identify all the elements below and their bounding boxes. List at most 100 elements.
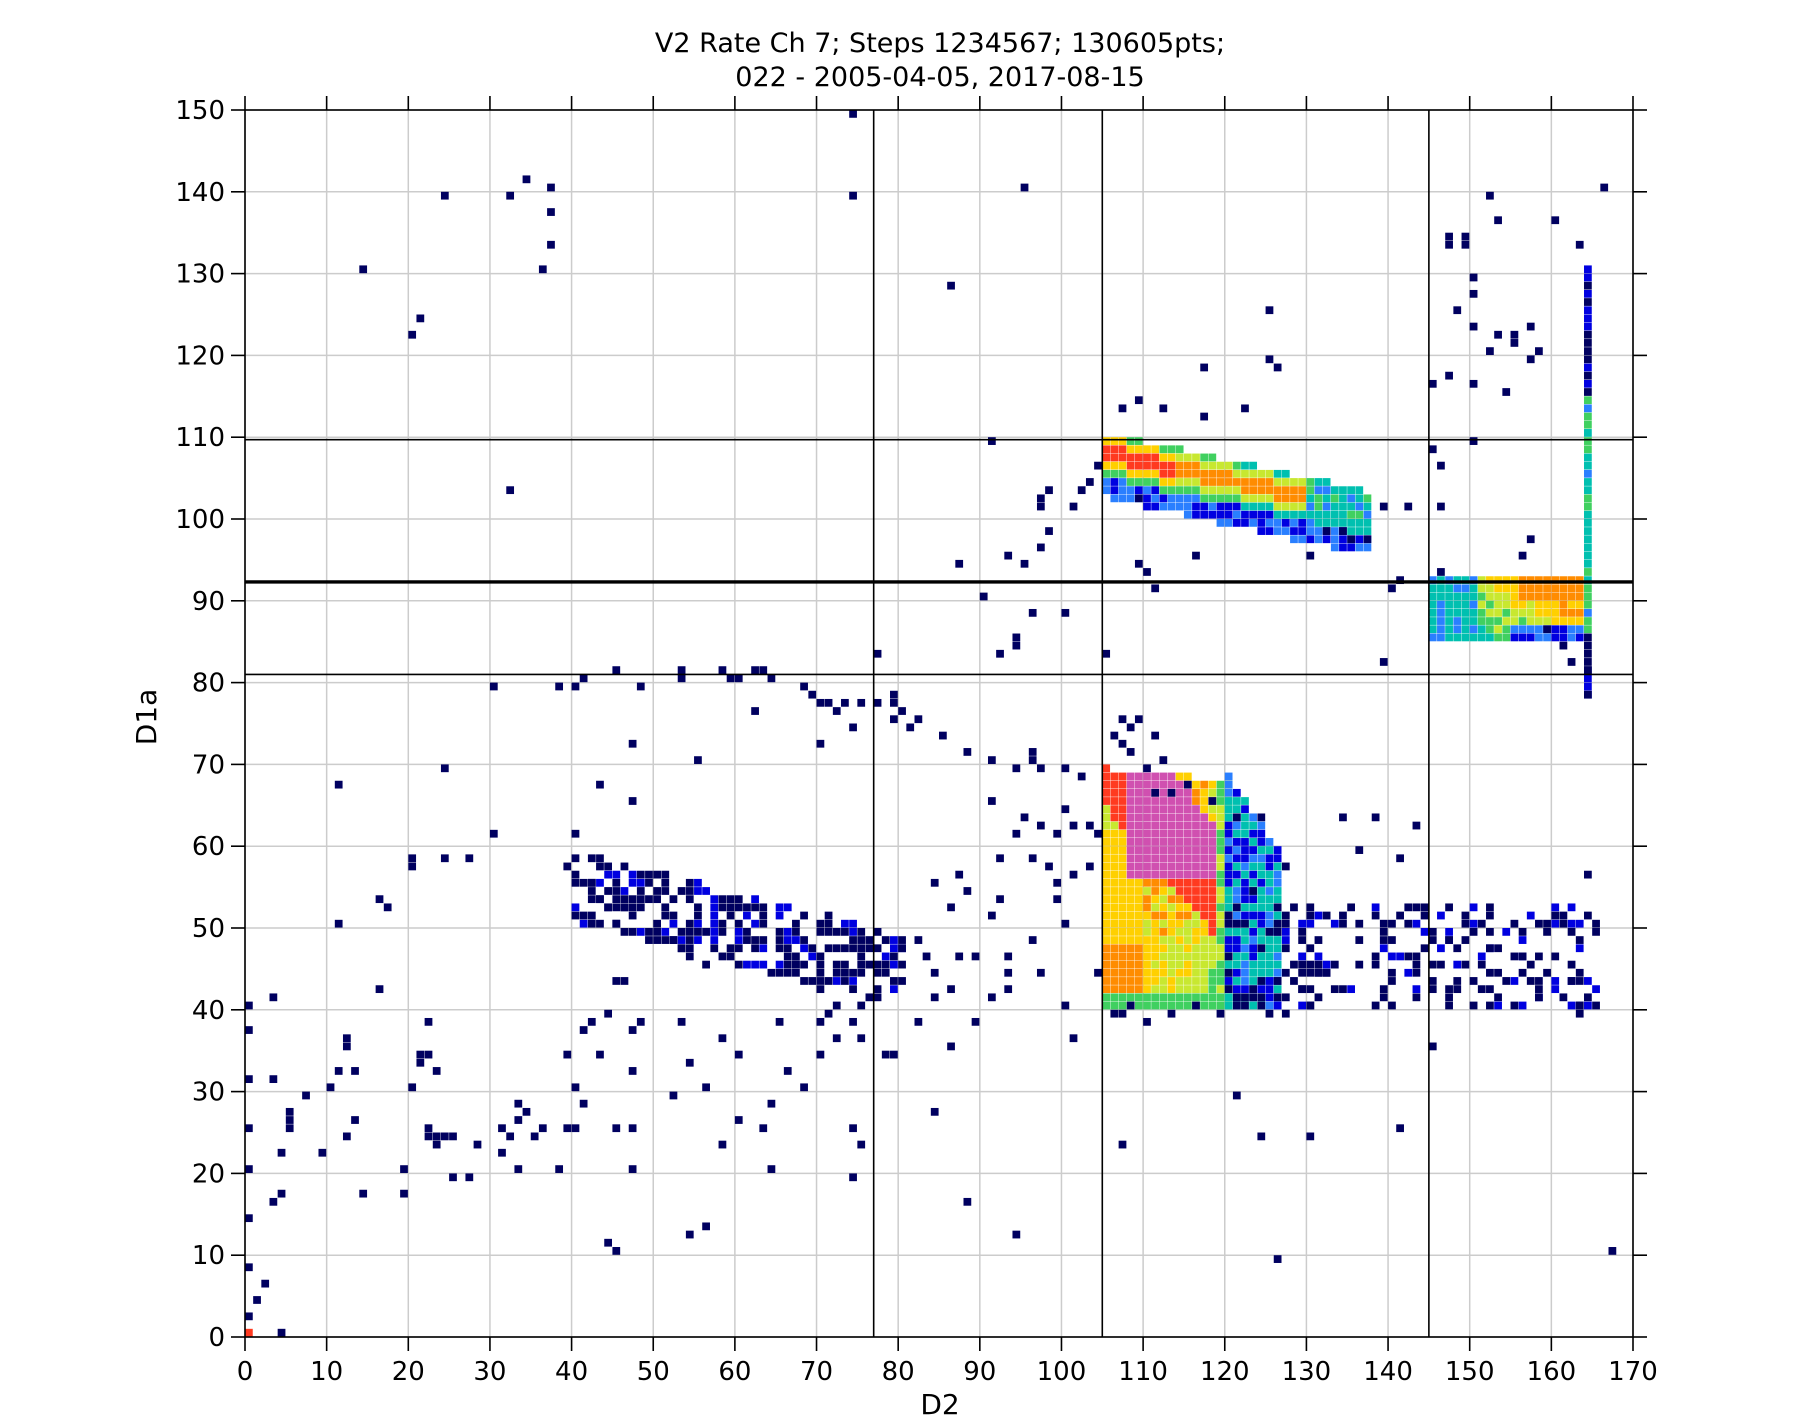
right-edge-cell [1584, 658, 1592, 666]
upper-band-cell [1159, 445, 1168, 454]
right-tail-cell [1494, 944, 1502, 953]
right-island-cell [1486, 584, 1494, 593]
main-blob-cell [1192, 788, 1200, 797]
right-island-cell [1559, 600, 1568, 609]
low-ridge-cell [661, 903, 670, 912]
upper-band-cell [1281, 527, 1290, 535]
right-island-cell [1494, 617, 1502, 625]
low-ridge-cell [792, 952, 800, 961]
scatter-point [996, 854, 1004, 863]
scatter-point [979, 592, 988, 601]
upper-band-cell [1265, 527, 1274, 535]
right-tail-cell [1224, 952, 1233, 961]
right-island-cell [1526, 617, 1535, 625]
main-blob-cell [1110, 862, 1119, 871]
right-tail-cell [1477, 919, 1486, 928]
scatter-point [587, 878, 596, 887]
right-island-cell [1469, 617, 1478, 625]
main-blob-cell [1183, 952, 1192, 961]
upper-band-cell [1134, 445, 1143, 454]
right-island-cell [1518, 592, 1527, 601]
main-blob-edge-cell [1224, 805, 1233, 814]
scatter-point [555, 682, 564, 691]
low-ridge-cell [759, 960, 768, 969]
main-blob-cell [1216, 854, 1225, 863]
upper-band-cell [1102, 486, 1111, 495]
low-ridge-cell [620, 862, 629, 871]
x-tick-label: 120 [1200, 1357, 1250, 1387]
main-blob-cell [1183, 854, 1192, 863]
main-blob-cell [1175, 854, 1184, 863]
scatter-point [1061, 764, 1070, 773]
main-blob-cell [1126, 911, 1135, 920]
main-blob-cell [1110, 903, 1119, 912]
upper-band-cell [1265, 478, 1274, 486]
main-blob-cell [1126, 993, 1135, 1002]
right-tail-cell [1379, 985, 1388, 994]
scatter-point [1069, 502, 1078, 511]
upper-band-cell [1200, 469, 1209, 478]
scatter-point [1396, 1124, 1404, 1133]
scatter-point [351, 1116, 359, 1124]
main-blob-edge-cell [1224, 993, 1233, 1002]
scatter-point [1036, 543, 1045, 552]
right-island-cell [1518, 584, 1527, 593]
right-island-cell [1551, 633, 1560, 642]
scatter-point [734, 1116, 743, 1124]
main-blob-edge-cell [1265, 944, 1274, 953]
scatter-point [1118, 404, 1127, 413]
upper-band-cell [1159, 494, 1168, 503]
x-tick-label: 90 [963, 1357, 996, 1387]
main-blob-cell [1167, 870, 1176, 879]
right-island-cell [1437, 600, 1445, 609]
upper-band-cell [1151, 445, 1160, 454]
upper-band-cell [1208, 510, 1217, 519]
upper-band-cell [1355, 535, 1364, 544]
main-blob-edge-cell [1249, 968, 1258, 977]
right-edge-cell [1584, 404, 1592, 413]
low-ridge-cell [694, 903, 702, 912]
scatter-point [930, 878, 939, 887]
upper-band-cell [1216, 519, 1225, 527]
scatter-point [824, 698, 833, 707]
main-blob-cell [1216, 985, 1225, 994]
low-ridge-cell [620, 887, 629, 895]
main-blob-cell [1192, 977, 1200, 985]
upper-band-cell [1224, 478, 1233, 486]
upper-band-cell [1273, 478, 1282, 486]
scatter-point [987, 437, 996, 445]
right-tail-cell [1388, 952, 1396, 961]
main-blob-cell [1192, 895, 1200, 904]
main-blob-cell [1134, 878, 1143, 887]
main-blob-cell [1118, 895, 1127, 904]
right-tail-cell [1486, 911, 1494, 920]
right-tail-cell [1592, 928, 1600, 936]
scatter-point [1306, 1132, 1315, 1141]
low-ridge-cell [841, 968, 849, 977]
right-edge-cell [1584, 527, 1592, 535]
right-tail-cell [1290, 903, 1298, 912]
right-edge-cell [1584, 437, 1592, 445]
right-tail-cell [1453, 985, 1462, 994]
upper-band-cell [1281, 494, 1290, 503]
x-tick-label: 20 [392, 1357, 425, 1387]
main-blob-cell [1134, 960, 1143, 969]
scatter-point [832, 707, 841, 715]
right-tail-cell [1420, 911, 1429, 920]
upper-band-cell [1192, 494, 1200, 503]
upper-band-cell [1175, 478, 1184, 486]
scatter-point [1077, 772, 1086, 781]
scatter-point [596, 895, 604, 904]
low-ridge-cell [636, 903, 645, 912]
upper-band-cell [1102, 453, 1111, 462]
right-tail-cell [1518, 936, 1527, 944]
low-ridge-cell [775, 936, 784, 944]
main-blob-cell [1118, 993, 1127, 1002]
right-tail-cell [1224, 911, 1233, 920]
main-blob-cell [1134, 1001, 1143, 1010]
main-blob-cell [1183, 797, 1192, 805]
main-blob-cell [1151, 780, 1160, 789]
low-ridge-cell [596, 862, 604, 871]
main-blob-cell [1167, 928, 1176, 936]
